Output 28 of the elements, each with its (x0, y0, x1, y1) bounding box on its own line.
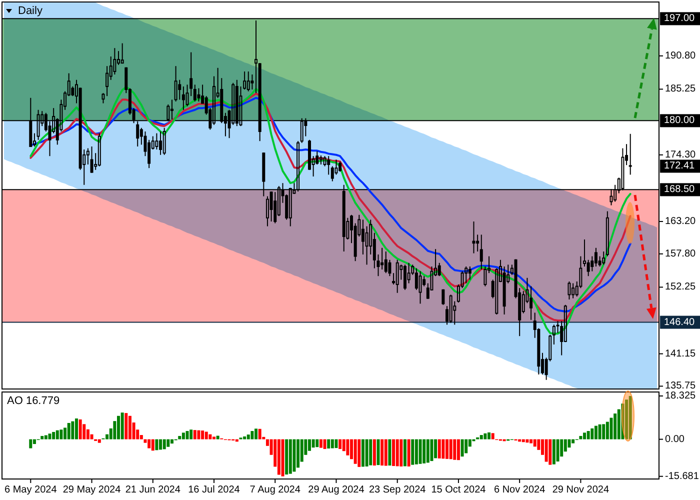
x-tick-label: 29 May 2024 (62, 484, 122, 496)
y-tick-label: 185.25 (665, 84, 696, 95)
x-tick-label: 6 May 2024 (4, 484, 58, 496)
y-tick-label: -15.681 (665, 470, 700, 482)
x-tick-label: 21 Jun 2024 (125, 484, 181, 496)
y-tick-label: 157.80 (665, 248, 696, 260)
ref-line-label: 197.00 (664, 13, 696, 24)
x-tick-label: 29 Aug 2024 (308, 484, 365, 496)
y-tick-label: 174.30 (665, 149, 696, 160)
y-tick-label: 163.20 (665, 216, 696, 227)
y-tick-label: 141.15 (665, 348, 696, 360)
x-tick-label: 23 Sep 2024 (368, 484, 426, 496)
ref-line-label: 146.40 (664, 316, 696, 328)
x-tick-label: 15 Oct 2024 (431, 484, 486, 496)
y-tick-label: 190.80 (665, 50, 696, 62)
x-tick-label: 16 Jul 2024 (188, 484, 240, 496)
y-tick-label: 135.75 (665, 380, 696, 392)
ref-line-label: 168.50 (664, 184, 696, 196)
y-tick-label: 0.00 (665, 434, 685, 445)
y-tick-label: 152.25 (665, 282, 696, 293)
x-tick-label: 6 Nov 2024 (494, 484, 546, 496)
annotation: 172.41 (664, 160, 696, 172)
y-tick-label: 18.325 (665, 390, 696, 402)
chart-title: AO 16.779 (7, 395, 60, 407)
x-tick-label: 7 Aug 2024 (250, 484, 301, 496)
x-tick-label: 29 Nov 2024 (552, 484, 610, 496)
ref-line-label: 180.00 (664, 115, 696, 126)
chart-title: Daily (18, 5, 43, 17)
